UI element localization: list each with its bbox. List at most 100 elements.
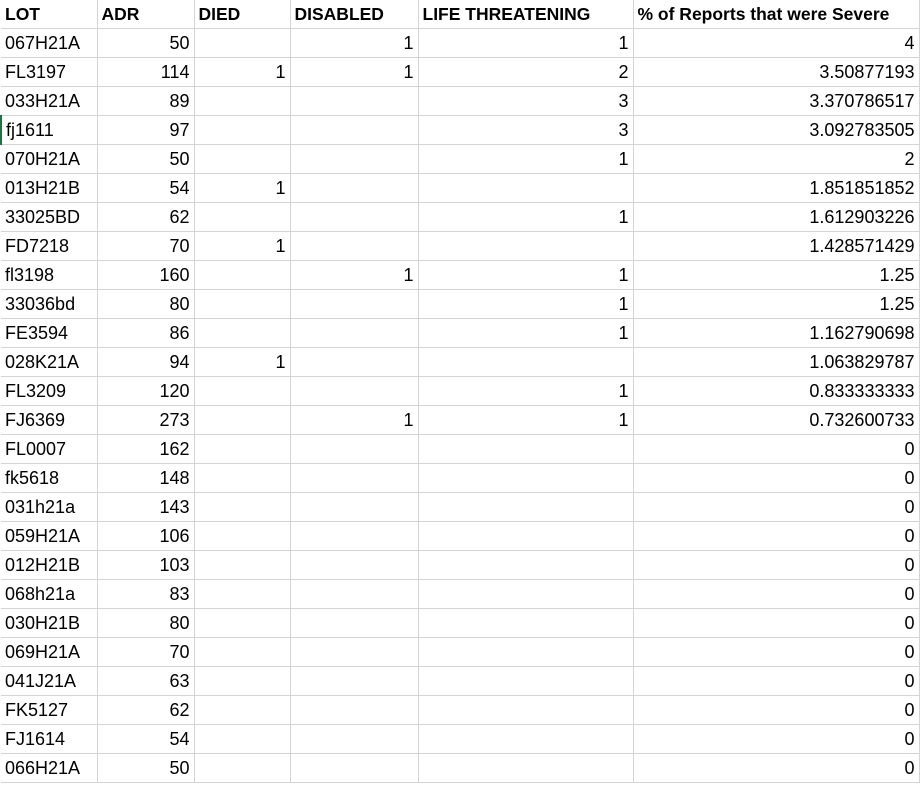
cell-life-threatening[interactable] [418, 434, 634, 464]
cell-disabled[interactable] [290, 347, 419, 377]
header-cell-life-threatening[interactable]: LIFE THREATENING [418, 0, 634, 29]
cell-life-threatening[interactable] [418, 724, 634, 754]
cell-died[interactable] [194, 463, 291, 493]
cell-adr[interactable]: 89 [97, 86, 195, 116]
cell-lot[interactable]: 066H21A [1, 753, 98, 783]
cell-pct-severe[interactable]: 1.612903226 [633, 202, 920, 232]
cell-lot[interactable]: FK5127 [1, 695, 98, 725]
cell-lot[interactable]: FJ1614 [1, 724, 98, 754]
cell-lot[interactable]: 067H21A [1, 28, 98, 58]
cell-died[interactable]: 1 [194, 57, 291, 87]
cell-life-threatening[interactable]: 1 [418, 28, 634, 58]
cell-disabled[interactable] [290, 173, 419, 203]
cell-pct-severe[interactable]: 3.370786517 [633, 86, 920, 116]
cell-died[interactable] [194, 695, 291, 725]
cell-pct-severe[interactable]: 0 [633, 608, 920, 638]
cell-died[interactable] [194, 608, 291, 638]
cell-disabled[interactable] [290, 434, 419, 464]
cell-lot[interactable]: FD7218 [1, 231, 98, 261]
cell-died[interactable] [194, 260, 291, 290]
cell-adr[interactable]: 97 [97, 115, 195, 145]
cell-died[interactable]: 1 [194, 173, 291, 203]
cell-pct-severe[interactable]: 0 [633, 434, 920, 464]
cell-life-threatening[interactable] [418, 521, 634, 551]
cell-lot[interactable]: FE3594 [1, 318, 98, 348]
cell-died[interactable] [194, 28, 291, 58]
cell-adr[interactable]: 54 [97, 173, 195, 203]
cell-pct-severe[interactable]: 0 [633, 637, 920, 667]
cell-life-threatening[interactable]: 1 [418, 144, 634, 174]
cell-adr[interactable]: 160 [97, 260, 195, 290]
cell-adr[interactable]: 94 [97, 347, 195, 377]
header-cell-disabled[interactable]: DISABLED [290, 0, 419, 29]
cell-life-threatening[interactable] [418, 347, 634, 377]
cell-lot[interactable]: FL3209 [1, 376, 98, 406]
header-cell-lot[interactable]: LOT [1, 0, 98, 29]
cell-pct-severe[interactable]: 1.25 [633, 289, 920, 319]
cell-life-threatening[interactable]: 1 [418, 405, 634, 435]
cell-pct-severe[interactable]: 1.162790698 [633, 318, 920, 348]
cell-disabled[interactable] [290, 463, 419, 493]
header-cell-died[interactable]: DIED [194, 0, 291, 29]
cell-lot[interactable]: FL3197 [1, 57, 98, 87]
header-cell-adr[interactable]: ADR [97, 0, 195, 29]
cell-adr[interactable]: 148 [97, 463, 195, 493]
cell-died[interactable] [194, 434, 291, 464]
cell-pct-severe[interactable]: 1.851851852 [633, 173, 920, 203]
cell-disabled[interactable] [290, 753, 419, 783]
cell-adr[interactable]: 62 [97, 202, 195, 232]
cell-died[interactable] [194, 86, 291, 116]
cell-adr[interactable]: 120 [97, 376, 195, 406]
cell-lot[interactable]: fl3198 [1, 260, 98, 290]
cell-died[interactable] [194, 579, 291, 609]
cell-disabled[interactable] [290, 608, 419, 638]
cell-disabled[interactable]: 1 [290, 57, 419, 87]
cell-pct-severe[interactable]: 0 [633, 695, 920, 725]
cell-lot[interactable]: FL0007 [1, 434, 98, 464]
cell-died[interactable] [194, 115, 291, 145]
cell-died[interactable] [194, 144, 291, 174]
cell-disabled[interactable] [290, 289, 419, 319]
cell-lot[interactable]: 041J21A [1, 666, 98, 696]
cell-disabled[interactable] [290, 637, 419, 667]
cell-life-threatening[interactable] [418, 666, 634, 696]
cell-adr[interactable]: 114 [97, 57, 195, 87]
cell-died[interactable] [194, 637, 291, 667]
cell-lot[interactable]: FJ6369 [1, 405, 98, 435]
cell-life-threatening[interactable]: 1 [418, 318, 634, 348]
cell-lot[interactable]: 33036bd [1, 289, 98, 319]
cell-died[interactable] [194, 202, 291, 232]
cell-adr[interactable]: 273 [97, 405, 195, 435]
header-cell-pct-severe[interactable]: % of Reports that were Severe [633, 0, 920, 29]
cell-adr[interactable]: 70 [97, 231, 195, 261]
cell-disabled[interactable] [290, 666, 419, 696]
cell-lot[interactable]: 028K21A [1, 347, 98, 377]
cell-adr[interactable]: 143 [97, 492, 195, 522]
cell-life-threatening[interactable] [418, 753, 634, 783]
cell-disabled[interactable] [290, 521, 419, 551]
cell-died[interactable] [194, 521, 291, 551]
cell-lot[interactable]: fk5618 [1, 463, 98, 493]
cell-life-threatening[interactable] [418, 492, 634, 522]
cell-life-threatening[interactable]: 1 [418, 202, 634, 232]
cell-life-threatening[interactable]: 1 [418, 376, 634, 406]
cell-pct-severe[interactable]: 1.063829787 [633, 347, 920, 377]
cell-disabled[interactable] [290, 86, 419, 116]
cell-life-threatening[interactable] [418, 231, 634, 261]
cell-pct-severe[interactable]: 1.25 [633, 260, 920, 290]
cell-life-threatening[interactable] [418, 463, 634, 493]
cell-disabled[interactable] [290, 695, 419, 725]
cell-disabled[interactable] [290, 144, 419, 174]
cell-disabled[interactable] [290, 724, 419, 754]
cell-disabled[interactable] [290, 579, 419, 609]
cell-disabled[interactable]: 1 [290, 405, 419, 435]
cell-life-threatening[interactable] [418, 695, 634, 725]
cell-disabled[interactable] [290, 202, 419, 232]
cell-life-threatening[interactable]: 2 [418, 57, 634, 87]
cell-pct-severe[interactable]: 0 [633, 666, 920, 696]
cell-disabled[interactable] [290, 231, 419, 261]
cell-life-threatening[interactable] [418, 173, 634, 203]
cell-disabled[interactable]: 1 [290, 260, 419, 290]
cell-lot[interactable]: 013H21B [1, 173, 98, 203]
